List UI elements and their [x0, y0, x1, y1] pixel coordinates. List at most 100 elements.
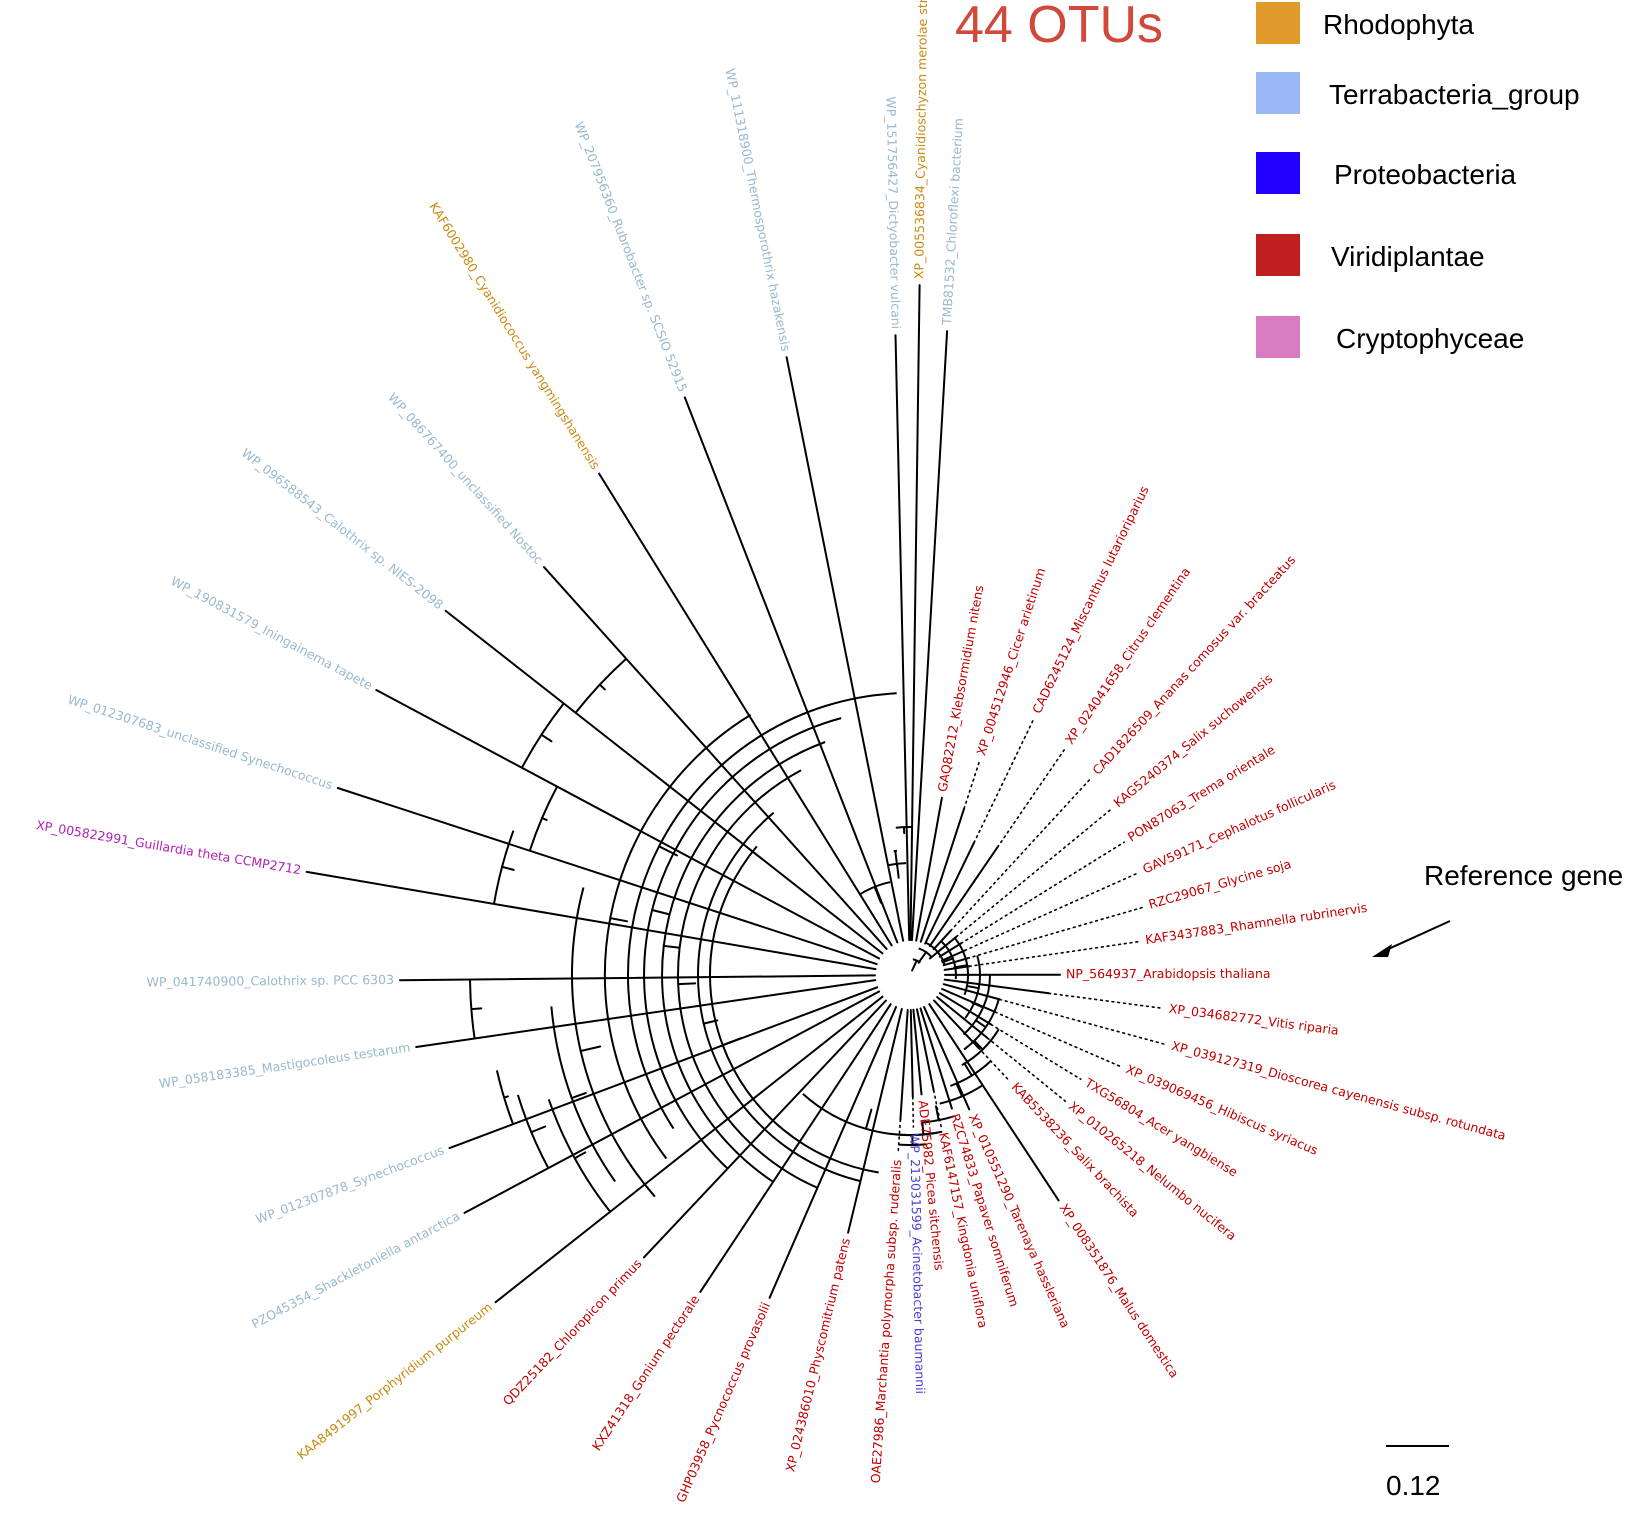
leaf-dotted-extension [963, 760, 981, 810]
tree-arc [661, 741, 826, 1183]
leaf-branch [444, 609, 884, 955]
leaf-label: NP_564937_Arabidopsis thaliana [1066, 966, 1271, 981]
tree-stem [530, 1125, 547, 1134]
leaf-label: WP_041740900_Calothrix sp. PCC 6303 [146, 972, 394, 990]
otu-count-title: 44 OTUs [955, 0, 1163, 54]
legend: Rhodophyta Terrabacteria_group Proteobac… [1256, 2, 1580, 358]
leaf-dotted-extension [973, 717, 1035, 844]
leaf-branch [894, 334, 911, 941]
leaf-dotted-extension [1048, 992, 1164, 1010]
leaf-label: KAA8491997_Porphyridium purpureum [294, 1299, 495, 1462]
legend-swatch-rhodophyta [1256, 2, 1300, 44]
leaf-branch [448, 986, 879, 1150]
leaf-branch [938, 992, 993, 1026]
tree-stem [677, 982, 697, 986]
leaf-branch [336, 787, 878, 966]
tree-stem [579, 1045, 602, 1052]
leaf-branch [938, 942, 962, 958]
leaf-label: OAE27986_Marchantia polymorpha subsp. ru… [868, 1159, 904, 1484]
leaf-branch [399, 974, 876, 982]
leaf-branch [936, 996, 989, 1040]
tree-stem [896, 862, 900, 879]
legend-label-rhodophyta: Rhodophyta [1323, 9, 1474, 40]
leaf-label: XP_024041658_Citrus clementina [1062, 565, 1193, 747]
tree-stem [864, 1108, 873, 1130]
leaf-branch [463, 990, 881, 1214]
leaf-label: GAV59171_Cephalotus follicularis [1140, 777, 1338, 876]
leaf-label: KAF6002980_Cyanidiococcus yangmingshanen… [426, 200, 603, 472]
leaf-label: XP_005536834_Cyanidioschyzon merolae str… [911, 0, 931, 279]
leaf-branch [598, 472, 893, 947]
leaf-branch [942, 983, 1001, 1001]
leaf-branch [899, 1008, 909, 1121]
tree-stem [921, 1121, 925, 1136]
leaf-branch [940, 949, 966, 962]
leaf-label: GHP03958_Pycnococcus provasolii [673, 1300, 773, 1505]
tree-stem [974, 1019, 987, 1029]
leaf-branch [543, 566, 888, 950]
leaf-label: CAD6245124_Miscanthus lutarioriparius [1029, 484, 1152, 716]
leaf-label: XP_005822991_Guillardia theta CCMP2712 [35, 817, 302, 877]
leaf-label: WP_213031599_Acinetobacter baumannii [907, 1133, 928, 1394]
leaf-label: XP_024386010_Physcomitrium patens [782, 1237, 853, 1474]
leaf-label: WP_151756427_Dictyobacter vulcani [884, 96, 904, 329]
leaf-branch [941, 988, 997, 1014]
leaf-label: KAF3437883_Rhamnella rubrinervis [1144, 900, 1368, 947]
leaf-branch [928, 1003, 1060, 1202]
leaf-branch [847, 1008, 903, 1234]
leaf-label: GAQ82212_Klebsormidium nitens [935, 584, 987, 793]
legend-label-proteobacteria: Proteobacteria [1334, 159, 1517, 190]
scale-bar-label: 0.12 [1386, 1470, 1441, 1501]
leaf-branch [936, 935, 958, 954]
tree-stem [501, 865, 515, 871]
leaf-label: WP_207956360_Rubrobacter sp. SCSIO 52915 [572, 120, 691, 395]
leaf-branch [923, 1006, 971, 1111]
leaf-dotted-extension [994, 1011, 1122, 1068]
legend-swatch-cryptophyceae [1256, 316, 1300, 358]
leaf-label: WP_012307878_Synechococcus [254, 1142, 447, 1226]
leaf-branch [928, 846, 999, 948]
leaf-branch [683, 396, 899, 944]
legend-label-viridiplantae: Viridiplantae [1331, 241, 1485, 272]
leaf-label: PON87063_Trema orientale [1125, 742, 1278, 845]
legend-swatch-proteobacteria [1256, 152, 1300, 194]
reference-gene-label: Reference gene [1424, 860, 1623, 891]
leaf-branch [919, 1007, 953, 1110]
tree-stem [598, 683, 606, 691]
leaf-label: XP_034682772_Vitis riparia [1168, 1001, 1340, 1038]
tree-arc [627, 692, 897, 1130]
leaf-branch [642, 999, 887, 1259]
leaf-branch [933, 999, 980, 1049]
leaf-branch [943, 978, 1050, 995]
leaf-branch [919, 807, 966, 943]
leaf-dotted-extension [897, 1118, 902, 1155]
leaf-label: WP_086767400_unclassified Nostoc [385, 390, 546, 567]
tree-stem [973, 1039, 984, 1051]
leaf-label: WP_012307683_unclassified Synechococcus [66, 692, 335, 793]
leaf-branch [785, 356, 905, 942]
leaf-dotted-extension [990, 1023, 1082, 1080]
leaf-label: KXZ41318_Gonium pectorale [589, 1292, 703, 1453]
leaf-label: TMB81532_Chloroflexi bacterium [939, 118, 966, 327]
leaf-dotted-extension [977, 1047, 1011, 1082]
legend-swatch-viridiplantae [1256, 234, 1300, 276]
leaf-branch [305, 870, 877, 971]
tree-stem [917, 951, 928, 964]
leaf-dotted-extension [932, 1089, 943, 1128]
leaf-label: PZO45354_Shackletoniella antarctica [249, 1208, 462, 1331]
leaf-label: WP_190831579_Iningainema tapete [168, 573, 375, 693]
leaf-branch [932, 929, 952, 951]
legend-label-cryptophyceae: Cryptophyceae [1336, 323, 1524, 354]
leaf-label: QDZ25182_Chloropicon primus [500, 1256, 645, 1408]
leaf-dotted-extension [911, 1096, 915, 1128]
tree-stem [609, 917, 629, 923]
reference-arrow-shaft [1383, 920, 1451, 952]
leaf-branch [768, 1006, 897, 1299]
tree-arc [570, 887, 656, 1198]
leaf-branch [909, 284, 921, 941]
legend-label-terrabacteria: Terrabacteria_group [1329, 79, 1580, 110]
leaf-branch [909, 1009, 914, 1098]
legend-swatch-terrabacteria [1256, 72, 1300, 114]
leaf-label: WP_096588543_Calothrix sp. NIES-2098 [239, 445, 447, 612]
